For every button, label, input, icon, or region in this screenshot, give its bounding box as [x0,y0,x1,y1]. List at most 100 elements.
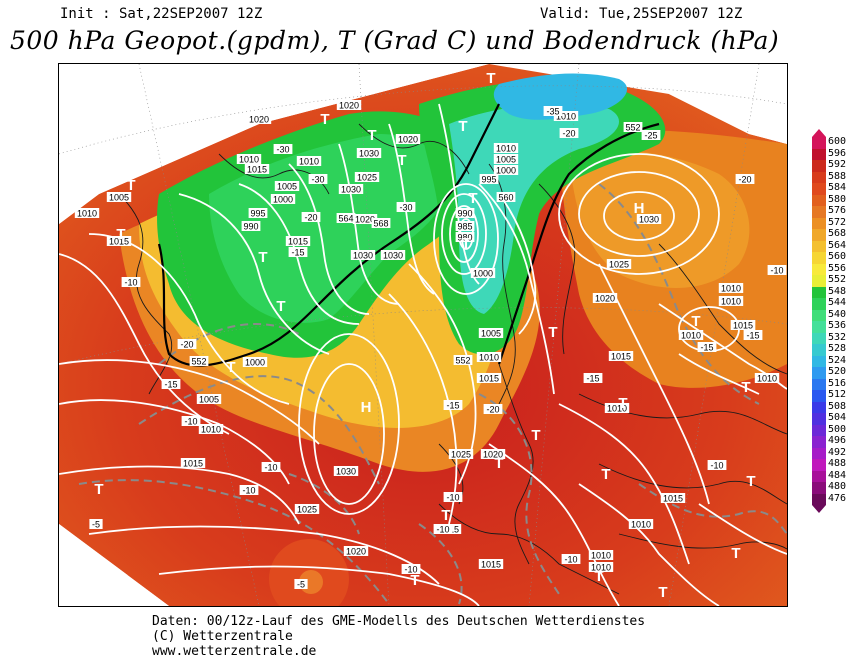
low-pressure-symbol: T [494,455,503,472]
map-value-label: -15 [291,248,304,258]
map-label-bg [455,232,475,242]
map-label-bg [395,134,421,144]
map-label-bg [455,208,475,218]
low-pressure-symbol: T [458,118,467,135]
map-value-label: 1015 [288,237,308,247]
map-label-bg [350,250,376,260]
legend-swatch [812,137,826,149]
map-value-label: 1010 [631,520,651,530]
map-label-bg [333,466,359,476]
legend-row: 552 [810,274,858,287]
map-value-label: 1010 [721,297,741,307]
map-label-bg [606,259,632,269]
map-value-label: 1030 [353,251,373,261]
legend-swatch [812,194,826,206]
legend-row: 580 [810,194,858,206]
map-value-label: 1020 [346,547,366,557]
map-value-label: 1000 [496,166,516,176]
coastlines [118,123,787,595]
footer-copyright: (C) Wetterzentrale [152,629,293,644]
map-value-label: 1015 [247,165,267,175]
trough-north-cyan [493,73,628,120]
map-label-bg [561,554,581,564]
map-label-bg [180,458,206,468]
high-pressure-symbol: H [361,399,372,416]
map-label-bg [177,339,197,349]
map-value-label: -30 [399,203,412,213]
map-value-label: 1015 [611,352,631,362]
legend-label: 596 [828,147,847,159]
legend-swatch [812,206,826,218]
map-value-label: 1030 [341,185,361,195]
map-label-bg [478,328,504,338]
map-label-bg [274,181,300,191]
low-pressure-symbol: T [741,379,750,396]
low-pressure-symbol: T [367,127,376,144]
map-value-label: 1000 [273,195,293,205]
map-label-bg [479,174,499,184]
map-value-label: -20 [738,175,751,185]
map-label-bg [246,114,272,124]
legend-swatch [812,436,826,448]
legend-row: 600 [810,136,858,149]
map-value-label: 1000 [473,269,493,279]
low-pressure-symbol: T [486,70,495,87]
legend-swatch [812,275,826,287]
legend-swatch [812,252,826,264]
map-label-bg [248,208,268,218]
map-value-label: 1015 [109,237,129,247]
map-label-bg [354,172,380,182]
footer: Daten: 00/12z-Lauf des GME-Modells des D… [152,614,645,659]
map-label-bg [352,214,378,224]
legend-swatch [812,286,826,298]
map-label-bg [241,221,261,231]
map-value-label: -10 [404,565,417,575]
legend-row: 576 [810,205,858,218]
legend-swatch [812,401,826,413]
legend-label: 556 [828,262,847,274]
map-label-bg [74,208,100,218]
map-value-label: 995 [250,209,265,219]
init-time: Init : Sat,22SEP2007 12Z [60,6,263,22]
legend-row: 484 [810,470,858,482]
mask-top [259,64,489,124]
legend-label: 500 [828,423,847,435]
map-value-label: 1030 [359,149,379,159]
legend-label: 536 [828,320,847,331]
map-label-bg [588,550,614,560]
map-value-label: 1025 [297,505,317,515]
map-value-label: 990 [457,209,472,219]
legend-row: 504 [810,412,858,425]
legend-row: 596 [810,147,858,160]
legend-row: 512 [810,389,858,402]
map-value-label: -10 [184,417,197,427]
map-label-bg [338,184,364,194]
mask-bottom-left [59,524,169,606]
low-pressure-symbol: T [126,177,135,194]
map-label-bg [296,156,322,166]
legend-row: 564 [810,240,858,252]
map-label-bg [336,100,362,110]
map-value-label: -10 [124,278,137,288]
map-value-label: -15 [700,343,713,353]
legend-swatch [812,378,826,390]
map-label-bg [588,562,614,572]
legend-row: 540 [810,309,858,321]
map-label-bg [476,373,502,383]
map-value-label: 1000 [245,358,265,368]
map-value-label: -10 [710,461,723,471]
legend-swatch [812,229,826,241]
low-pressure-symbol: T [468,190,477,207]
legend-row: 508 [810,401,858,413]
map-value-label: 1030 [639,215,659,225]
map-label-bg [453,355,473,365]
legend-label: 576 [828,205,847,216]
map-value-label: 980 [457,233,472,243]
legend-label: 496 [828,435,847,446]
map-value-label: 1015 [663,494,683,504]
low-pressure-symbol: T [746,473,755,490]
legend-swatch [812,390,826,402]
map-label-bg [697,342,717,352]
chart-title: 500 hPa Geopot.(gpdm), T (Grad C) und Bo… [10,26,780,55]
map-label-bg [493,143,519,153]
